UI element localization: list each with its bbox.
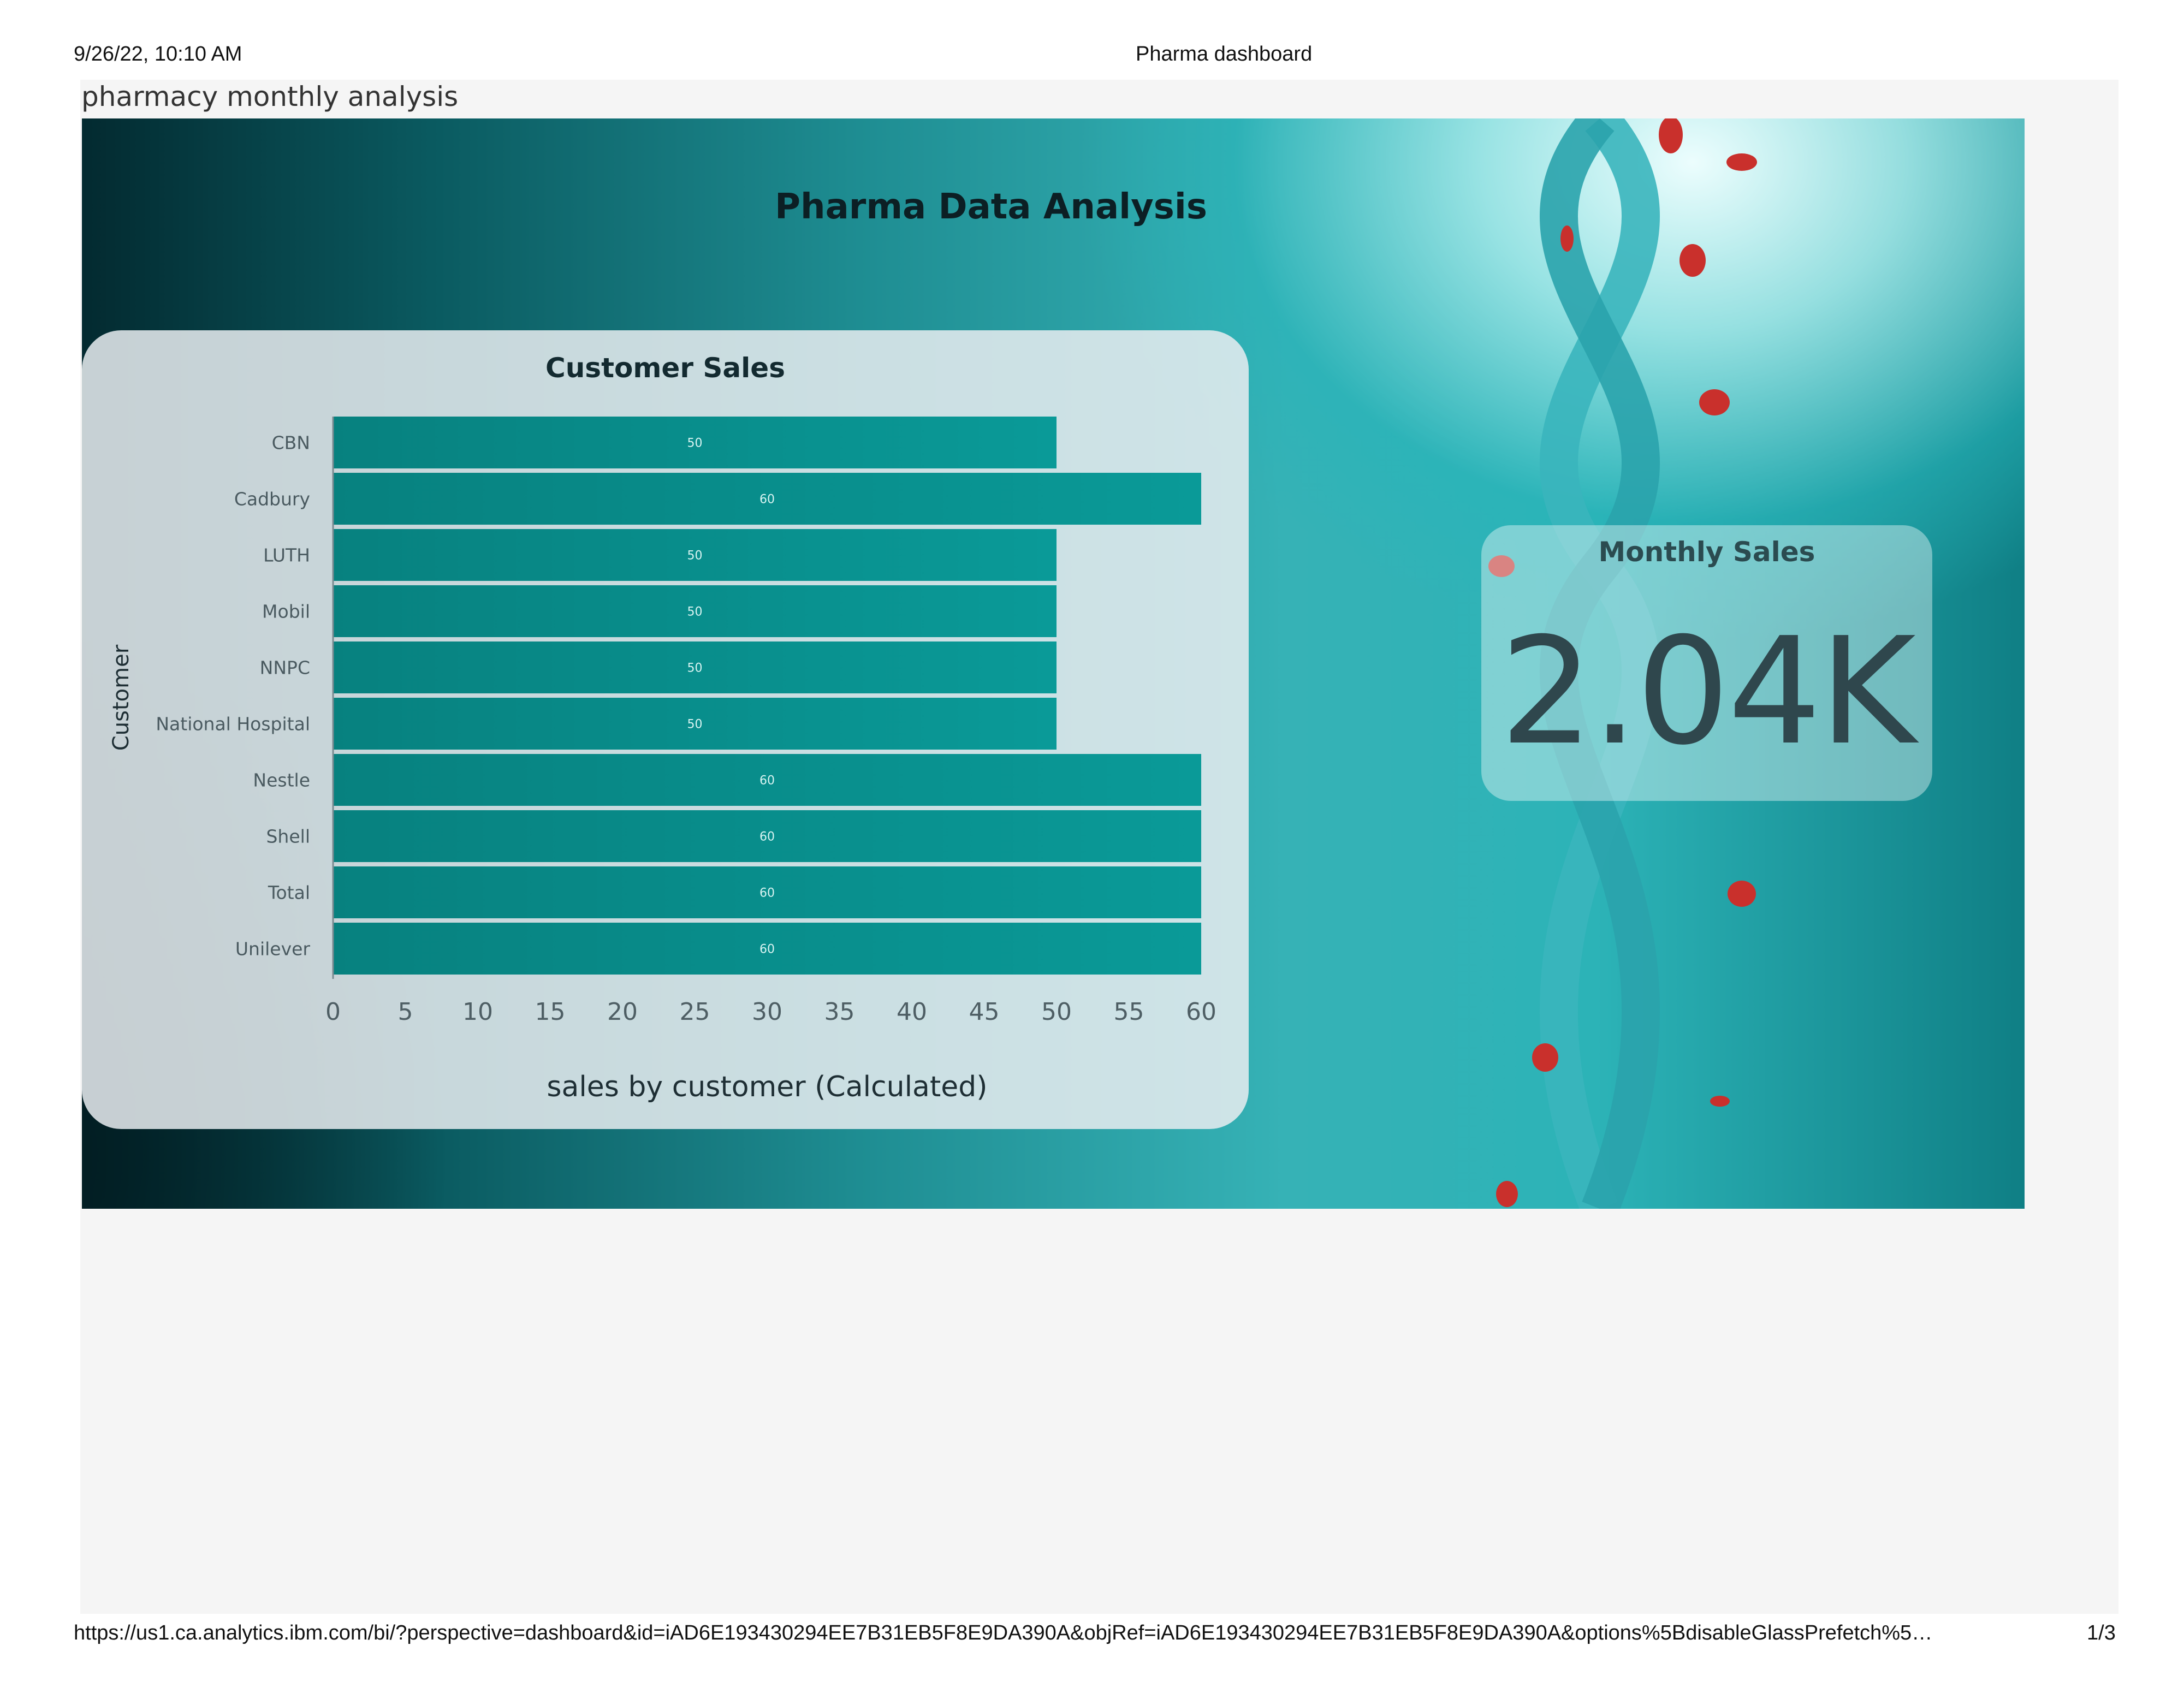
category-label: NNPC <box>260 657 310 679</box>
x-tick-label: 20 <box>607 998 638 1026</box>
x-tick-label: 15 <box>535 998 566 1026</box>
bar <box>333 698 1057 750</box>
x-tick-label: 25 <box>680 998 710 1026</box>
data-label: 50 <box>687 662 703 675</box>
x-tick-label: 0 <box>325 998 341 1026</box>
x-tick-label: 5 <box>398 998 413 1026</box>
category-label: Total <box>268 882 310 904</box>
bar <box>333 529 1057 581</box>
print-datetime: 9/26/22, 10:10 AM <box>74 43 242 66</box>
data-label: 50 <box>687 437 703 450</box>
print-doc-title: Pharma dashboard <box>1136 43 1313 66</box>
category-label: Unilever <box>235 938 311 960</box>
kpi-value: 2.04K <box>1499 605 1916 777</box>
data-label: 60 <box>759 774 775 788</box>
dna-helix-image <box>1488 118 1757 1209</box>
x-tick-label: 55 <box>1114 998 1144 1026</box>
bar <box>333 754 1201 806</box>
bar <box>333 473 1201 525</box>
bar <box>333 810 1201 862</box>
x-tick-label: 30 <box>752 998 782 1026</box>
dashboard-canvas: Pharma Data Analysis Customer Sales CBN 5… <box>82 118 2025 1209</box>
print-page-number: 1/3 <box>2087 1621 2116 1644</box>
x-axis-title: sales by customer (Calculated) <box>547 1071 987 1103</box>
print-url: https://us1.ca.analytics.ibm.com/bi/?per… <box>74 1621 1933 1644</box>
category-label: LUTH <box>263 545 310 566</box>
x-tick-label: 40 <box>897 998 927 1026</box>
customer-sales-chart[interactable]: Customer Sales CBN 50 Cadbury 60 LUTH 50 Mobil… <box>82 330 1249 1129</box>
category-label: CBN <box>272 432 310 454</box>
x-tick-label: 60 <box>1186 998 1216 1026</box>
data-label: 60 <box>759 943 775 957</box>
category-label: Mobil <box>262 601 310 622</box>
category-label: Shell <box>266 826 310 847</box>
x-tick-label: 50 <box>1041 998 1072 1026</box>
bar <box>333 417 1057 468</box>
dashboard-tab-title[interactable]: pharmacy monthly analysis <box>81 81 459 112</box>
data-label: 50 <box>687 549 703 563</box>
data-label: 60 <box>759 493 775 507</box>
x-tick-label: 45 <box>969 998 1000 1026</box>
x-tick-label: 35 <box>824 998 855 1026</box>
category-label: Cadbury <box>234 489 310 510</box>
kpi-label: Monthly Sales <box>1598 536 1815 568</box>
data-label: 50 <box>687 605 703 619</box>
bar <box>333 866 1201 918</box>
category-label: Nestle <box>253 770 310 791</box>
bar <box>333 923 1201 975</box>
data-label: 60 <box>759 830 775 844</box>
category-label: National Hospital <box>156 714 310 735</box>
bar <box>333 641 1057 693</box>
data-label: 60 <box>759 887 775 900</box>
x-tick-label: 10 <box>462 998 493 1026</box>
monthly-sales-kpi-card[interactable]: Monthly Sales 2.04K <box>1481 525 1932 801</box>
dashboard-title: Pharma Data Analysis <box>775 187 1207 227</box>
bar <box>333 585 1057 637</box>
chart-title: Customer Sales <box>545 352 785 384</box>
data-label: 50 <box>687 718 703 732</box>
y-axis-title: Customer <box>109 644 134 751</box>
